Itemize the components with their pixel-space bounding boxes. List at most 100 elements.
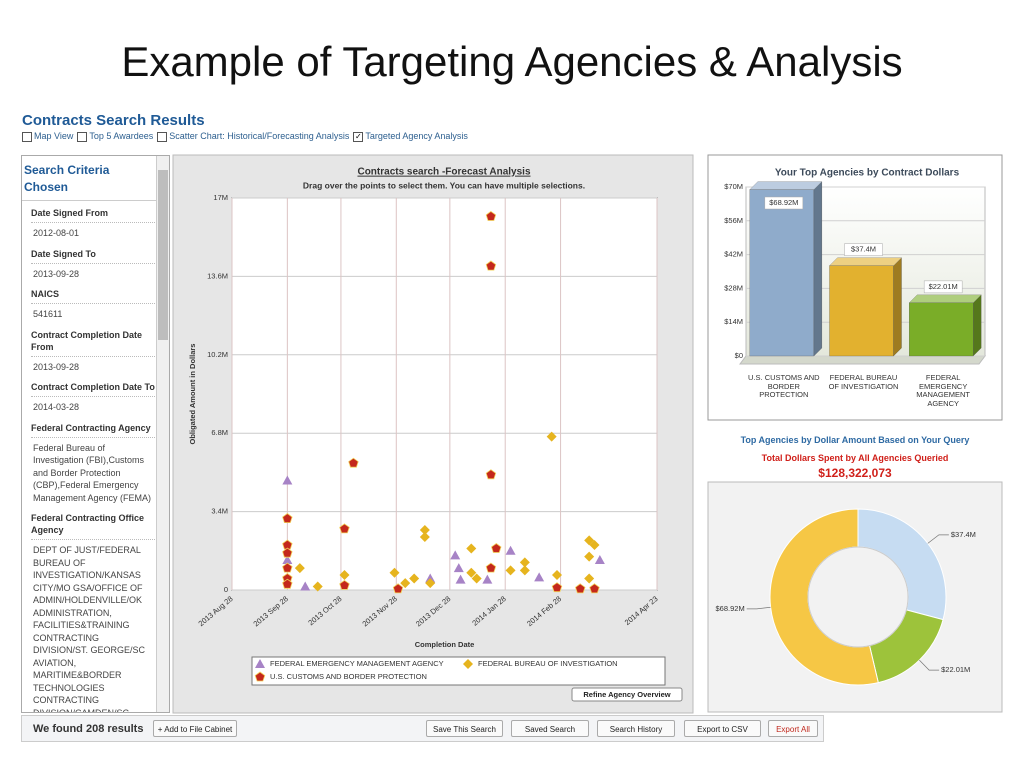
footer-button[interactable]: Export All (768, 720, 818, 737)
data-point (485, 469, 497, 480)
data-point (546, 431, 557, 442)
option-label[interactable]: Scatter Chart: Historical/Forecasting An… (169, 131, 350, 141)
leader-line (919, 659, 940, 671)
legend-label: U.S. CUSTOMS AND BORDER PROTECTION (270, 672, 427, 681)
footer-button[interactable]: Saved Search (511, 720, 589, 737)
data-point (485, 260, 497, 271)
bar-top-shine (749, 181, 822, 190)
refine-button-label[interactable]: Refine Agency Overview (583, 690, 670, 699)
leader-line (746, 606, 771, 610)
data-point (392, 583, 404, 594)
y-axis-label: Obligated Amount in Dollars (188, 344, 197, 445)
data-point (339, 523, 350, 534)
footer-button[interactable]: Save This Search (426, 720, 503, 737)
y-tick-label: $70M (724, 182, 743, 191)
scroll-thumb[interactable] (158, 170, 168, 340)
view-option[interactable]: Scatter Chart: Historical/Forecasting An… (157, 131, 349, 142)
y-tick-label: $28M (724, 283, 743, 292)
donut-heading: Top Agencies by Dollar Amount Based on Y… (740, 435, 970, 445)
option-label[interactable]: Top 5 Awardees (89, 131, 154, 141)
data-point (505, 545, 516, 555)
footer-button[interactable]: Search History (597, 720, 675, 737)
criteria-label: NAICS (31, 282, 155, 304)
data-point (575, 583, 586, 594)
value-label: $22.01M (929, 282, 958, 291)
criteria-value: 2013-09-28 (33, 361, 80, 372)
bar (909, 302, 974, 357)
y-tick-label: 10.2M (207, 350, 228, 359)
criteria-value: 2012-08-01 (33, 228, 80, 238)
view-option[interactable]: Top 5 Awardees (77, 131, 153, 142)
results-footer: We found 208 results + Add to File Cabin… (21, 715, 824, 742)
view-option[interactable]: Map View (22, 131, 73, 142)
chart-title: Contracts search -Forecast Analysis (357, 167, 530, 178)
value-label: $37.4M (951, 530, 976, 539)
data-point (450, 550, 461, 560)
y-tick-label: 6.8M (211, 428, 228, 437)
leader-line (927, 534, 949, 544)
view-options: Map View Top 5 Awardees Scatter Chart: His… (22, 131, 468, 142)
data-point (466, 543, 477, 554)
y-tick-label: 17M (213, 193, 228, 202)
criteria-label: Date Signed From (31, 201, 155, 223)
y-tick-label: 3.4M (211, 507, 228, 516)
slide-title: Example of Targeting Agencies & Analysis (121, 38, 903, 85)
data-point (455, 574, 466, 584)
x-axis-label: Completion Date (415, 640, 475, 649)
donut-subheading: Total Dollars Spent by All Agencies Quer… (761, 453, 949, 463)
data-point (294, 563, 305, 574)
data-point (584, 573, 595, 584)
data-point (425, 578, 436, 589)
checkbox[interactable] (157, 131, 168, 142)
footer-button[interactable]: Export to CSV (684, 720, 761, 737)
criteria-value: Federal Bureau of Investigation (FBI),Cu… (33, 442, 152, 503)
checkbox[interactable]: ✓ (353, 131, 364, 142)
checkbox[interactable] (22, 131, 32, 142)
add-button[interactable]: + Add to File Cabinet (153, 720, 237, 737)
data-point (425, 573, 436, 583)
y-tick-label: $0 (735, 351, 743, 360)
refine-button[interactable] (571, 687, 683, 702)
data-point (482, 574, 493, 584)
data-point (419, 525, 430, 536)
data-point (282, 547, 293, 558)
value-label: $68.92M (716, 604, 745, 613)
value-label-box (844, 243, 883, 256)
data-point (282, 562, 293, 573)
value-label: $22.01M (941, 665, 970, 674)
view-option[interactable]: ✓ Targeted Agency Analysis (353, 131, 468, 142)
checkbox[interactable] (77, 131, 88, 142)
bar-side-shade (973, 294, 982, 356)
criteria-label: Contract Completion Date To (31, 375, 155, 397)
plot-area (231, 197, 658, 591)
scrollbar[interactable] (156, 156, 169, 712)
data-point (552, 570, 562, 581)
results-header: Contracts Search Results (22, 112, 205, 129)
data-point (491, 543, 502, 553)
option-label[interactable]: Map View (34, 131, 74, 141)
data-point (589, 540, 600, 551)
bar-side-shade (813, 181, 822, 356)
data-point (282, 475, 293, 485)
bar-side-shade (893, 257, 902, 356)
data-point (339, 579, 350, 590)
criteria-label: Federal Contracting Agency (31, 416, 155, 438)
legend-marker (255, 659, 265, 668)
legend-label: FEDERAL EMERGENCY MANAGEMENT AGENCY (270, 659, 444, 668)
criteria-label: Contract Completion Date From (31, 323, 155, 357)
y-tick-label: 13.6M (207, 271, 228, 280)
criteria-list: Date Signed From 2012-08-01 Date Signed To… (22, 201, 169, 712)
value-label: $37.4M (851, 245, 876, 254)
legend-marker (463, 659, 473, 669)
legend-marker (254, 671, 266, 682)
value-label: $68.92M (769, 198, 798, 207)
y-tick-label: $14M (724, 317, 743, 326)
data-point (485, 562, 497, 573)
data-point (594, 555, 605, 565)
option-label[interactable]: Targeted Agency Analysis (365, 131, 468, 141)
data-point (453, 563, 464, 573)
criteria-value: 2014-03-28 (33, 402, 80, 412)
donut-total: $128,322,073 (818, 466, 892, 480)
